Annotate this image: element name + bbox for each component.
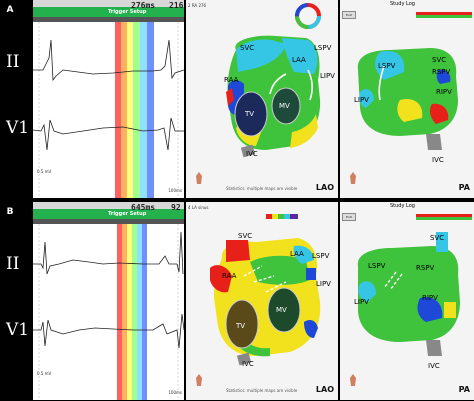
- map-title: 2 RA 276: [188, 3, 207, 8]
- lead-ii-trace: [33, 39, 184, 82]
- label-rspv: RSPV: [416, 264, 435, 272]
- lead-label-column: II V1: [0, 202, 33, 400]
- pa-map-view[interactable]: Study Log Exit SVC LSPV RSPV LIPV RIPV I…: [340, 202, 474, 400]
- lead-v1-trace: [33, 313, 184, 349]
- panel-a: A II V1 276ms 216 Trigg: [0, 0, 474, 198]
- view-label-lao: LAO: [315, 183, 334, 192]
- status-text: Statistics: multiple maps are visible: [226, 388, 298, 393]
- trigger-setup-label[interactable]: Trigger Setup: [108, 9, 147, 15]
- status-text: Statistics: multiple maps are visible: [226, 186, 298, 191]
- pa-map-graphic: [340, 0, 474, 198]
- label-lspv: LSPV: [312, 252, 330, 260]
- label-rspv: RSPV: [432, 68, 451, 76]
- ecg-window: 645ms 92 Trigger Setup 0.5 mV 100ms: [33, 202, 184, 400]
- cycle-count: 216: [169, 1, 184, 10]
- speed-label: 100ms: [168, 390, 182, 395]
- lead-label-ii: II: [6, 52, 20, 72]
- label-ripv: RIPV: [436, 88, 452, 96]
- lead-label-ii: II: [6, 254, 20, 274]
- map-title: 4 LA sinus: [188, 205, 209, 210]
- trigger-bar[interactable]: [33, 209, 184, 219]
- label-ivc: IVC: [432, 156, 444, 164]
- lao-map-graphic: [186, 0, 338, 198]
- lead-label-column: II V1: [0, 0, 33, 198]
- trigger-setup-label[interactable]: Trigger Setup: [108, 211, 147, 217]
- label-lspv: LSPV: [368, 262, 386, 270]
- lao-map-graphic: [186, 202, 338, 400]
- lead-ii-trace: [33, 231, 184, 275]
- label-lspv: LSPV: [314, 44, 332, 52]
- label-mv: MV: [279, 102, 290, 110]
- cycle-length: 645ms: [131, 203, 156, 212]
- lead-v1-trace: [33, 117, 184, 151]
- panel-letter: A: [3, 3, 17, 17]
- label-ivc: IVC: [246, 150, 258, 158]
- label-mv: MV: [276, 306, 287, 314]
- label-ivc: IVC: [428, 362, 440, 370]
- label-tv: TV: [245, 110, 255, 118]
- speed-label: 100ms: [168, 188, 182, 193]
- label-tv: TV: [236, 322, 246, 330]
- study-log-title[interactable]: Study Log: [390, 1, 415, 7]
- label-svc: SVC: [238, 232, 253, 240]
- scale-label: 0.5 mV: [37, 169, 52, 174]
- label-raa: RAA: [224, 76, 239, 84]
- view-label-pa: PA: [458, 385, 470, 394]
- lead-label-v1: V1: [6, 320, 30, 340]
- label-raa: RAA: [222, 272, 237, 280]
- label-svc: SVC: [240, 44, 255, 52]
- label-ivc: IVC: [242, 360, 254, 368]
- pa-map-view[interactable]: Study Log Exit SVC LSPV RSPV LIPV RIPV I…: [340, 0, 474, 198]
- label-laa: LAA: [290, 250, 304, 258]
- study-log-title[interactable]: Study Log: [390, 203, 415, 209]
- exit-button[interactable]: Exit: [342, 213, 356, 221]
- label-lipv: LIPV: [316, 280, 331, 288]
- panel-b: B II V1 645ms 92 Trigge: [0, 202, 474, 400]
- ecg-graphic: [33, 202, 184, 400]
- exit-button[interactable]: Exit: [342, 11, 356, 19]
- lao-map-view[interactable]: 2 RA 276 SVC RAA LAA LSPV LIPV TV MV IVC…: [186, 0, 338, 198]
- label-laa: LAA: [292, 56, 306, 64]
- label-ripv: RIPV: [422, 294, 438, 302]
- view-label-lao: LAO: [315, 385, 334, 394]
- label-lipv: LIPV: [354, 298, 369, 306]
- scale-label: 0.5 mV: [37, 371, 52, 376]
- view-label-pa: PA: [458, 183, 470, 192]
- label-lspv: LSPV: [378, 62, 396, 70]
- ecg-window: 276ms 216 Trigger Setup 0.5 mV 100ms: [33, 0, 184, 198]
- label-lipv: LIPV: [320, 72, 335, 80]
- panel-letter: B: [3, 205, 17, 219]
- label-lipv: LIPV: [354, 96, 369, 104]
- trigger-bar[interactable]: [33, 7, 184, 17]
- cycle-length: 276ms: [131, 1, 156, 10]
- ecg-graphic: [33, 0, 184, 198]
- lao-map-view[interactable]: 4 LA sinus SVC RAA LAA LSPV LIPV TV MV I…: [186, 202, 338, 400]
- cycle-count: 92: [171, 203, 181, 212]
- lead-label-v1: V1: [6, 118, 30, 138]
- label-svc: SVC: [430, 234, 445, 242]
- label-svc: SVC: [432, 56, 447, 64]
- pa-map-graphic: [340, 202, 474, 400]
